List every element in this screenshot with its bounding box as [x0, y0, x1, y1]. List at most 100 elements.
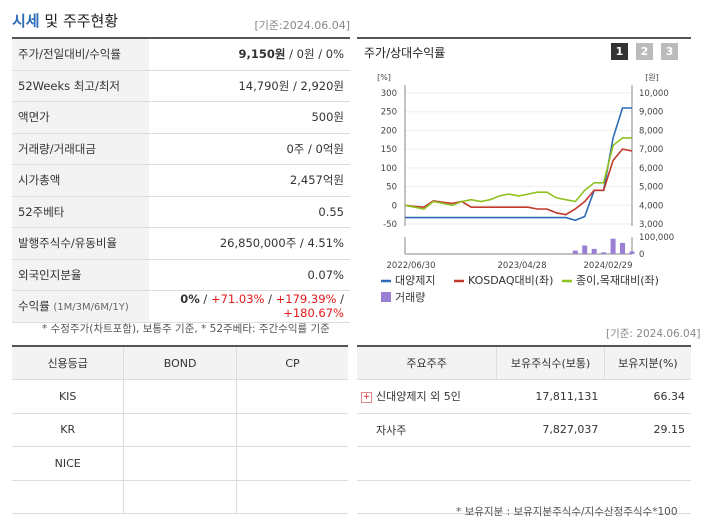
returns-label-text: 수익률: [18, 299, 50, 314]
holder-cell-empty: [604, 480, 691, 514]
credit-row: NICE: [12, 446, 348, 481]
returns-row: 수익률 (1M/3M/6M/1Y) 0% / +71.03% / +179.39%…: [12, 290, 350, 323]
credit-cell: KIS: [12, 379, 124, 414]
asof-date: [기준:2024.06.04]: [254, 19, 350, 32]
holders-header: 보유주식수(보통): [496, 345, 605, 380]
price-table: 주가/전일대비/수익률 9,150원 / 0원 / 0% 52Weeks 최고/최저…: [12, 39, 350, 323]
right-tick-label: 10,000: [639, 89, 669, 99]
holder-row: 자사주 7,827,037 29.15: [357, 413, 691, 447]
left-tick-label: 150: [381, 145, 397, 155]
expand-icon[interactable]: +: [361, 391, 372, 403]
chart-tab-3[interactable]: 3: [661, 43, 678, 60]
price-row: 주가/전일대비/수익률 9,150원 / 0원 / 0%: [12, 39, 350, 71]
left-tick-label: 200: [381, 126, 397, 136]
volume-bar: [629, 251, 635, 254]
return-1m: 0%: [180, 292, 200, 307]
right-tick-label: 7,000: [639, 145, 663, 155]
price-row-label: 52Weeks 최고/최저: [12, 70, 149, 102]
price-row-value: 0.55: [149, 196, 350, 228]
credit-cell: [123, 413, 237, 447]
volume-bar: [601, 252, 607, 254]
price-row-value: 2,457억원: [149, 164, 350, 197]
credit-cell: KR: [12, 413, 124, 447]
credit-cell: [123, 446, 237, 481]
price-row: 발행주식수/유동비율 26,850,000주 / 4.51%: [12, 227, 350, 260]
chart-tab-1[interactable]: 1: [611, 43, 628, 60]
holder-cell-empty: [496, 480, 605, 514]
returns-label: 수익률 (1M/3M/6M/1Y): [12, 290, 149, 323]
credit-row: [12, 480, 348, 514]
returns-values: 0% / +71.03% / +179.39% / +180.67%: [149, 290, 350, 323]
price-row-label: 주가/전일대비/수익률: [12, 39, 149, 71]
legend-label: KOSDAQ대비(좌): [468, 274, 553, 287]
chart-tab-2[interactable]: 2: [636, 43, 653, 60]
credit-row: KIS: [12, 379, 348, 414]
holder-shares: 17,811,131: [496, 379, 605, 414]
credit-header: CP: [235, 345, 348, 380]
divider: [357, 37, 691, 39]
volume-bar: [610, 238, 616, 254]
price-change: / 0원 / 0%: [285, 47, 344, 62]
legend-label: 대양제지: [395, 274, 435, 287]
price-footnote: * 수정주가(차트포함), 보통주 기준, * 52주베타: 주간수익률 기준: [42, 323, 330, 335]
price-row-label: 시가총액: [12, 164, 149, 197]
price-row-label: 외국인지분율: [12, 259, 149, 291]
price-row-label: 발행주식수/유동비율: [12, 227, 149, 260]
holder-row-empty: [357, 480, 691, 514]
holder-row-empty: [357, 446, 691, 481]
credit-header: BOND: [123, 345, 237, 380]
right-tick-label: 3,000: [639, 220, 663, 230]
volume-tick-label: 0: [639, 250, 644, 260]
credit-cell: NICE: [12, 446, 124, 481]
price-row: 52Weeks 최고/최저 14,790원 / 2,920원: [12, 70, 350, 102]
price-row: 거래량/거래대금 0주 / 0억원: [12, 133, 350, 165]
return-6m: +179.39%: [275, 292, 337, 307]
holder-cell-empty: [496, 446, 605, 481]
price-row-value: 0.07%: [149, 259, 350, 291]
holders-table: 주요주주 보유주식수(보통) 보유지분(%) + 신대양제지 외 5인 17,811,1…: [357, 345, 691, 514]
price-chart: 300 250 200 150 100 50 0 -50 10,000 9,000 8,000 7,0…: [377, 73, 674, 304]
volume-bar: [591, 248, 597, 254]
holder-name: 자사주: [376, 423, 407, 437]
holder-name-cell: + 신대양제지 외 5인: [357, 379, 497, 414]
right-tick-label: 8,000: [639, 126, 663, 136]
credit-cell: [123, 379, 237, 414]
current-price: 9,150원: [238, 47, 286, 62]
volume-tick-label: 100,000: [639, 233, 674, 243]
price-row-value: 0주 / 0억원: [149, 133, 350, 165]
price-row-label: 액면가: [12, 101, 149, 134]
return-3m: +71.03%: [210, 292, 265, 307]
holder-cell-empty: [357, 446, 497, 481]
holder-cell-empty: [357, 480, 497, 514]
right-tick-label: 9,000: [639, 108, 663, 118]
holder-name: 신대양제지 외 5인: [376, 390, 461, 404]
volume-bar: [620, 242, 626, 254]
holders-header: 주요주주: [357, 345, 497, 380]
left-tick-label: 250: [381, 108, 397, 118]
holder-row: + 신대양제지 외 5인 17,811,131 66.34: [357, 379, 691, 414]
left-axis-unit: [%]: [377, 73, 391, 82]
price-row-label: 거래량/거래대금: [12, 133, 149, 165]
holder-name-cell: 자사주: [357, 413, 497, 447]
returns-period: (1M/3M/6M/1Y): [53, 302, 129, 314]
x-tick-label: 2023/04/28: [498, 261, 547, 271]
credit-cell: [235, 413, 348, 447]
credit-header: 신용등급: [12, 345, 124, 380]
credit-row: KR: [12, 413, 348, 447]
volume-bar: [582, 245, 588, 254]
holders-asof: [기준: 2024.06.04]: [606, 328, 701, 340]
divider: [12, 37, 350, 39]
chart-title: 주가/상대수익률: [364, 46, 446, 60]
credit-cell: [235, 480, 348, 514]
price-row: 액면가 500원: [12, 101, 350, 134]
price-row-value: 500원: [149, 101, 350, 134]
holder-pct: 66.34: [604, 379, 691, 414]
price-row: 외국인지분율 0.07%: [12, 259, 350, 291]
right-tick-label: 6,000: [639, 164, 663, 174]
holder-cell-empty: [604, 446, 691, 481]
price-row-value: 14,790원 / 2,920원: [149, 70, 350, 102]
left-tick-label: 300: [381, 89, 397, 99]
price-row-label: 52주베타: [12, 196, 149, 228]
x-tick-label: 2024/02/29: [584, 261, 633, 271]
volume-bar: [572, 250, 578, 254]
